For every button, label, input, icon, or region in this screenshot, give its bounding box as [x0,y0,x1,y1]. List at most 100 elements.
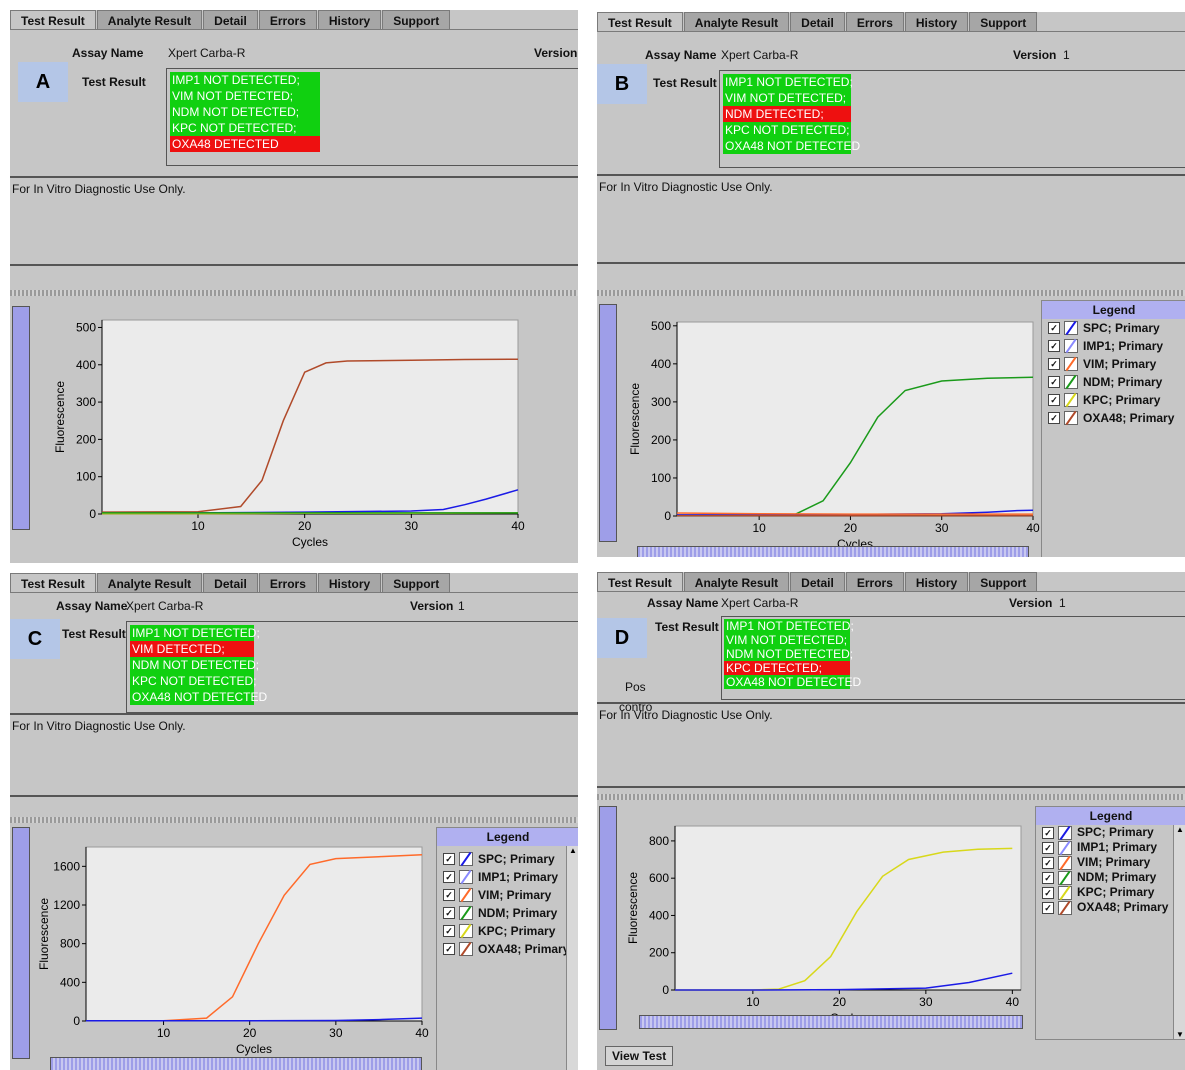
check-icon[interactable]: ✓ [1042,901,1054,914]
left-handle[interactable] [12,306,30,530]
check-icon[interactable]: ✓ [1048,412,1060,424]
legend-item-kpc[interactable]: ✓ KPC; Primary [1042,391,1185,409]
legend-label: OXA48; Primary [1083,411,1175,425]
check-icon[interactable]: ✓ [443,889,455,901]
legend-item-ndm[interactable]: ✓ NDM; Primary [437,904,578,922]
check-icon[interactable]: ✓ [443,907,455,919]
check-icon[interactable]: ✓ [443,943,455,955]
legend-item-oxa48[interactable]: ✓ OXA48; Primary [1036,900,1185,915]
left-handle[interactable] [599,806,617,1030]
tab-analyte-result[interactable]: Analyte Result [96,573,203,593]
check-icon[interactable]: ✓ [1048,340,1060,352]
horizontal-scrollbar[interactable] [50,1057,422,1070]
scroll-down-icon[interactable]: ▼ [1176,1030,1184,1039]
legend-item-ndm[interactable]: ✓ NDM; Primary [1036,870,1185,885]
tab-analyte-result[interactable]: Analyte Result [96,10,203,30]
y-tick-label: 400 [651,357,671,371]
result-ndm: NDM NOT DETECTED; [170,104,320,120]
legend-panel: Legend ✓ SPC; Primary ✓ IMP1; Primary ✓ VIM… [436,827,578,1070]
result-oxa48: OXA48 DETECTED [170,136,320,152]
legend-label: IMP1; Primary [478,870,559,884]
splitter[interactable] [10,817,578,823]
tab-support[interactable]: Support [969,12,1038,32]
x-tick-label: 30 [935,521,949,535]
legend-item-spc[interactable]: ✓ SPC; Primary [437,850,578,868]
check-icon[interactable]: ✓ [1048,358,1060,370]
legend-item-oxa48[interactable]: ✓ OXA48; Primary [1042,409,1185,427]
tab-history[interactable]: History [317,573,382,593]
check-icon[interactable]: ✓ [1042,856,1054,869]
check-icon[interactable]: ✓ [1042,826,1054,839]
legend-item-oxa48[interactable]: ✓ OXA48; Primary [437,940,578,958]
y-tick-label: 400 [76,358,96,372]
tab-detail[interactable]: Detail [790,12,845,32]
left-handle[interactable] [599,304,617,542]
x-tick-label: 20 [243,1026,257,1040]
panel-b: Test Result Analyte Result Detail Errors… [597,12,1185,557]
assay-name-label: Assay Name [645,48,717,62]
legend-item-imp1[interactable]: ✓ IMP1; Primary [1036,840,1185,855]
check-icon[interactable]: ✓ [443,871,455,883]
legend-item-spc[interactable]: ✓ SPC; Primary [1042,319,1185,337]
y-tick-label: 0 [662,983,669,997]
tab-history[interactable]: History [904,12,969,32]
tab-test-result[interactable]: Test Result [597,572,683,592]
tab-underline [597,31,1185,32]
tab-analyte-result[interactable]: Analyte Result [683,12,790,32]
check-icon[interactable]: ✓ [443,925,455,937]
scroll-up-icon[interactable]: ▲ [1176,825,1184,834]
check-icon[interactable]: ✓ [1048,394,1060,406]
horizontal-scrollbar[interactable] [637,546,1029,557]
x-tick-label: 10 [752,521,766,535]
x-tick-label: 20 [833,995,847,1009]
legend-scrollbar[interactable]: ▲ ▼ [1173,825,1185,1039]
tab-errors[interactable]: Errors [258,573,317,593]
check-icon[interactable]: ✓ [443,853,455,865]
horizontal-scrollbar[interactable] [639,1015,1023,1029]
legend-item-imp1[interactable]: ✓ IMP1; Primary [437,868,578,886]
legend-item-imp1[interactable]: ✓ IMP1; Primary [1042,337,1185,355]
legend-item-ndm[interactable]: ✓ NDM; Primary [1042,373,1185,391]
note-box [10,176,578,266]
tab-history[interactable]: History [317,10,382,30]
y-tick-label: 500 [651,319,671,333]
splitter[interactable] [597,794,1185,800]
tab-analyte-result[interactable]: Analyte Result [683,572,790,592]
check-icon[interactable]: ✓ [1048,376,1060,388]
tab-support[interactable]: Support [382,10,451,30]
scroll-up-icon[interactable]: ▲ [569,846,577,855]
legend-item-spc[interactable]: ✓ SPC; Primary [1036,825,1185,840]
amplification-chart: 020040060080010203040CyclesFluorescence [626,825,1022,1025]
check-icon[interactable]: ✓ [1048,322,1060,334]
tab-underline [10,592,578,593]
view-test-button[interactable]: View Test [605,1046,674,1066]
check-icon[interactable]: ✓ [1042,841,1054,854]
check-icon[interactable]: ✓ [1042,886,1054,899]
legend-scrollbar[interactable]: ▲ [566,846,578,1070]
left-handle[interactable] [12,827,30,1059]
result-ndm: NDM NOT DETECTED; [130,657,260,673]
tab-support[interactable]: Support [382,573,451,593]
check-icon[interactable]: ✓ [1042,871,1054,884]
tab-detail[interactable]: Detail [203,573,258,593]
tab-test-result[interactable]: Test Result [10,10,96,30]
legend-item-vim[interactable]: ✓ VIM; Primary [437,886,578,904]
tab-errors[interactable]: Errors [258,10,317,30]
tab-detail[interactable]: Detail [790,572,845,592]
tab-detail[interactable]: Detail [203,10,258,30]
y-tick-label: 100 [651,471,671,485]
tab-test-result[interactable]: Test Result [597,12,683,32]
tab-history[interactable]: History [904,572,969,592]
splitter[interactable] [597,290,1185,296]
tab-errors[interactable]: Errors [845,12,904,32]
legend-item-vim[interactable]: ✓ VIM; Primary [1042,355,1185,373]
splitter[interactable] [10,290,578,296]
tab-test-result[interactable]: Test Result [10,573,96,593]
tab-errors[interactable]: Errors [845,572,904,592]
legend-label: NDM; Primary [478,906,558,920]
y-tick-label: 100 [76,470,96,484]
legend-item-vim[interactable]: ✓ VIM; Primary [1036,855,1185,870]
legend-item-kpc[interactable]: ✓ KPC; Primary [437,922,578,940]
legend-item-kpc[interactable]: ✓ KPC; Primary [1036,885,1185,900]
tab-support[interactable]: Support [969,572,1038,592]
